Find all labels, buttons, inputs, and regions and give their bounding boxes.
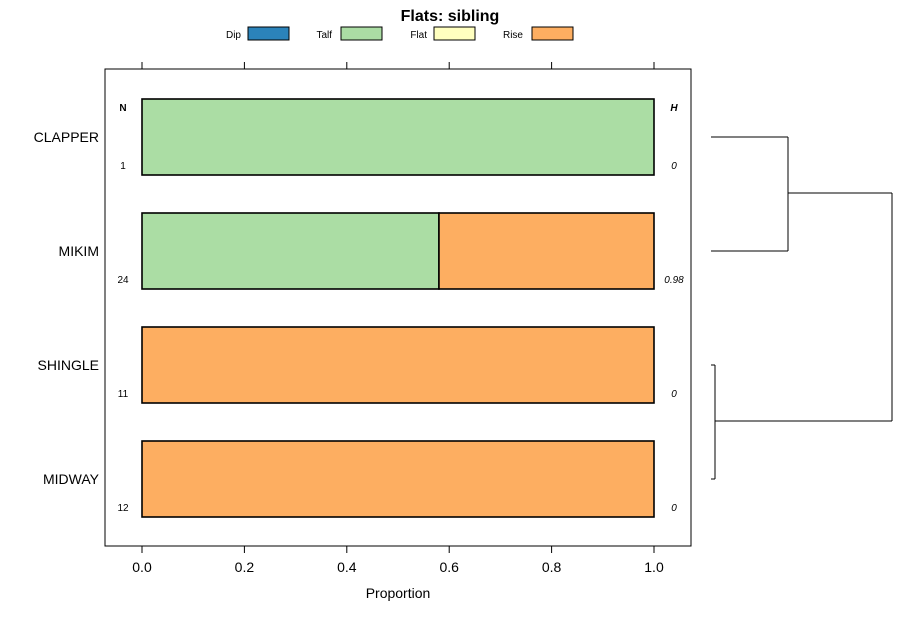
- legend-label-talf: Talf: [316, 30, 332, 41]
- dendrogram: [711, 136, 893, 480]
- n-value: 11: [118, 389, 129, 400]
- n-header: N: [119, 103, 126, 114]
- bars: [141, 98, 655, 518]
- x-axis-label: Proportion: [366, 585, 431, 601]
- legend-swatch-rise: [531, 26, 574, 41]
- x-tick-label: 0.2: [235, 559, 255, 575]
- legend-swatch-dip: [247, 26, 290, 41]
- x-tick-label: 0.4: [337, 559, 357, 575]
- legend-label-dip: Dip: [226, 30, 241, 41]
- x-axis: 0.0 0.2 0.4 0.6 0.8 1.0: [132, 62, 664, 575]
- h-value: 0: [671, 389, 677, 400]
- x-tick-label: 0.6: [439, 559, 459, 575]
- chart-title: Flats: sibling: [401, 8, 500, 25]
- bar-clapper-talf: [141, 98, 655, 176]
- bar-mikim-talf: [141, 212, 440, 290]
- x-tick-label: 1.0: [644, 559, 664, 575]
- n-value: 1: [120, 161, 126, 172]
- h-value: 0: [671, 161, 677, 172]
- category-label: MIDWAY: [43, 471, 100, 487]
- legend-label-rise: Rise: [503, 30, 523, 41]
- bar-mikim-rise: [438, 212, 655, 290]
- row-labels: CLAPPER 1 0 MIKIM 24 0.98 SHINGLE 11 0 MIDWAY 12 0: [34, 129, 685, 514]
- legend-label-flat: Flat: [410, 30, 427, 41]
- category-label: SHINGLE: [38, 357, 99, 373]
- h-value: 0.98: [664, 275, 684, 286]
- x-tick-label: 0.0: [132, 559, 152, 575]
- bar-shingle-rise: [141, 326, 655, 404]
- h-header: H: [670, 103, 678, 114]
- legend-swatch-talf: [340, 26, 383, 41]
- category-label: MIKIM: [59, 243, 99, 259]
- n-value: 12: [117, 503, 129, 514]
- x-tick-label: 0.8: [542, 559, 562, 575]
- legend: Dip Talf Flat Rise: [226, 26, 574, 41]
- legend-swatch-flat: [433, 26, 476, 41]
- h-value: 0: [671, 503, 677, 514]
- bar-midway-rise: [141, 440, 655, 518]
- plot-frame: [104, 68, 692, 547]
- category-label: CLAPPER: [34, 129, 99, 145]
- n-value: 24: [117, 275, 129, 286]
